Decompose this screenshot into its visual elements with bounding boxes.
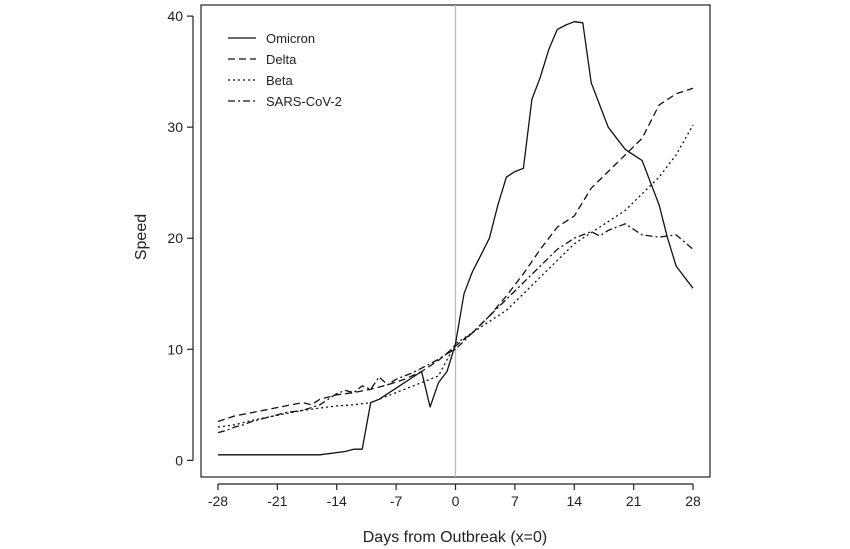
legend-label-sars-cov-2: SARS-CoV-2 xyxy=(266,94,342,109)
legend-label-delta: Delta xyxy=(266,52,297,67)
x-tick-label: 28 xyxy=(685,493,701,509)
y-tick-label: 0 xyxy=(175,452,183,468)
series-lines xyxy=(217,21,694,456)
series-line-omicron xyxy=(218,21,694,456)
x-tick-label: 0 xyxy=(452,493,460,509)
x-axis-title: Days from Outbreak (x=0) xyxy=(363,529,548,546)
legend-label-beta: Beta xyxy=(266,73,294,88)
y-tick-label: 10 xyxy=(167,341,183,357)
y-axis: 0 10 20 30 40 xyxy=(167,8,194,468)
x-axis: -28 -21 -14 -7 0 7 14 21 28 xyxy=(208,483,701,509)
x-tick-label: 14 xyxy=(566,493,582,509)
y-tick-label: 30 xyxy=(167,119,183,135)
series-line-beta xyxy=(217,124,694,428)
legend: Omicron Delta Beta SARS-CoV-2 xyxy=(228,31,342,109)
x-tick-label: -28 xyxy=(208,493,228,509)
y-axis-title: Speed xyxy=(133,214,150,260)
x-tick-label: -7 xyxy=(390,493,403,509)
legend-label-omicron: Omicron xyxy=(266,31,315,46)
x-tick-label: -21 xyxy=(267,493,287,509)
x-tick-label: 7 xyxy=(511,493,519,509)
series-line-sars-cov-2 xyxy=(217,223,694,434)
x-tick-label: -14 xyxy=(327,493,347,509)
y-tick-label: 40 xyxy=(167,8,183,24)
y-tick-label: 20 xyxy=(167,230,183,246)
x-tick-label: 21 xyxy=(626,493,642,509)
